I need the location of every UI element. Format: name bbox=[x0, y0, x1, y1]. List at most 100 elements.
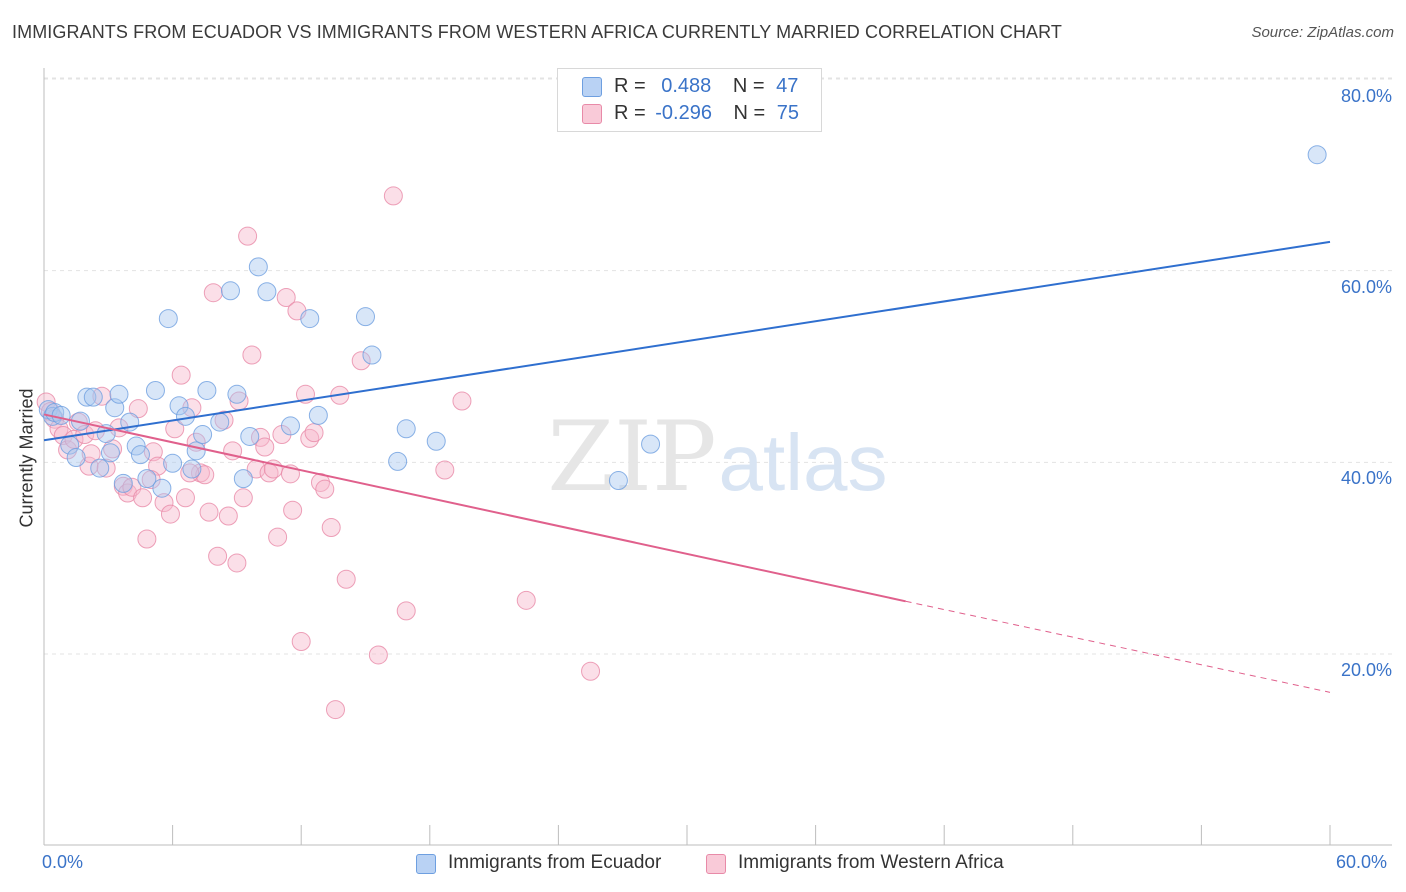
western-africa-point bbox=[250, 427, 270, 447]
ecuador-point bbox=[90, 458, 110, 478]
western-africa-trend-line bbox=[43, 413, 906, 603]
legend-r-label: R = bbox=[614, 102, 646, 124]
western-africa-point bbox=[195, 465, 215, 485]
ecuador-point bbox=[113, 473, 133, 493]
western-africa-point bbox=[276, 288, 296, 307]
ecuador-point bbox=[248, 257, 268, 277]
western-africa-point bbox=[452, 391, 472, 411]
grid-lines bbox=[44, 77, 1392, 655]
y-tick-label: 40.0% bbox=[1340, 468, 1392, 488]
ecuador-point bbox=[300, 309, 320, 329]
trend-lines bbox=[43, 240, 1331, 693]
ecuador-point bbox=[396, 419, 416, 439]
ecuador-point bbox=[233, 469, 253, 489]
ecuador-point bbox=[77, 387, 97, 407]
watermark-zip: ZIP bbox=[547, 401, 716, 513]
ecuador-point bbox=[130, 445, 150, 465]
ecuador-point bbox=[83, 387, 103, 407]
western-africa-point bbox=[203, 283, 223, 303]
western-africa-point bbox=[218, 506, 238, 526]
ecuador-point bbox=[280, 416, 300, 436]
western-africa-point bbox=[128, 399, 148, 419]
x-tick-label: 0.0% bbox=[42, 852, 84, 872]
y-axis-label: Currently Married bbox=[16, 388, 37, 528]
ecuador-point bbox=[220, 281, 240, 301]
ecuador-point bbox=[308, 405, 328, 425]
western-africa-point bbox=[325, 700, 345, 720]
axes bbox=[43, 68, 1392, 846]
ecuador-point bbox=[100, 443, 120, 463]
ecuador-point bbox=[641, 434, 661, 454]
western-africa-points bbox=[36, 186, 601, 720]
western-africa-point bbox=[238, 226, 258, 246]
ecuador-trend-line bbox=[43, 240, 1331, 442]
ecuador-point bbox=[152, 478, 172, 498]
western-africa-point bbox=[581, 661, 601, 681]
series-name-western-africa: Immigrants from Western Africa bbox=[738, 852, 1004, 873]
ecuador-point bbox=[356, 307, 375, 327]
series-name-ecuador: Immigrants from Ecuador bbox=[448, 852, 662, 873]
ecuador-point bbox=[240, 426, 260, 446]
western-africa-point bbox=[160, 504, 180, 524]
western-africa-point bbox=[336, 569, 356, 589]
legend-r-value-ecuador: 0.488 bbox=[661, 75, 712, 97]
western-africa-point bbox=[304, 423, 324, 443]
western-africa-point bbox=[435, 460, 455, 480]
western-africa-point bbox=[255, 437, 275, 457]
y-tick-label: 80.0% bbox=[1340, 86, 1392, 106]
western-africa-point bbox=[154, 493, 174, 513]
legend-n-label: N = bbox=[733, 102, 766, 124]
ecuador-point bbox=[169, 396, 189, 416]
ecuador-point bbox=[126, 436, 146, 456]
western-africa-point bbox=[291, 632, 311, 652]
ecuador-point bbox=[608, 471, 628, 491]
western-africa-point bbox=[242, 345, 262, 365]
correlation-legend: R = 0.488 N = 47 R = -0.296 N = 75 bbox=[557, 68, 822, 132]
ecuador-point bbox=[163, 453, 183, 473]
ecuador-point bbox=[182, 459, 202, 479]
ecuador-point bbox=[186, 441, 206, 461]
western-africa-point bbox=[227, 553, 247, 573]
chart-title: IMMIGRANTS FROM ECUADOR VS IMMIGRANTS FR… bbox=[12, 22, 1063, 42]
ecuador-point bbox=[109, 384, 129, 404]
y-tick-label: 20.0% bbox=[1340, 660, 1392, 680]
ecuador-point bbox=[193, 425, 213, 445]
ecuador-point bbox=[426, 431, 446, 451]
western-africa-point bbox=[315, 479, 335, 499]
ecuador-point bbox=[175, 406, 195, 426]
legend-r-label: R = bbox=[614, 75, 646, 97]
western-africa-point bbox=[81, 444, 101, 464]
western-africa-point bbox=[396, 601, 416, 621]
western-africa-point bbox=[516, 590, 536, 610]
legend-swatch-ecuador bbox=[582, 77, 602, 97]
legend-n-value-western-africa: 75 bbox=[776, 102, 800, 124]
western-africa-point bbox=[321, 518, 341, 537]
legend-r-value-western-africa: -0.296 bbox=[655, 102, 712, 124]
series-swatch-ecuador bbox=[416, 854, 436, 874]
legend-n-label: N = bbox=[732, 75, 765, 97]
western-africa-point bbox=[199, 502, 219, 522]
ecuador-points bbox=[38, 145, 1327, 498]
western-africa-trend-extension bbox=[905, 600, 1331, 693]
ecuador-point bbox=[1307, 145, 1327, 165]
ecuador-point bbox=[227, 384, 247, 404]
western-africa-point bbox=[171, 365, 191, 385]
western-africa-point bbox=[368, 645, 388, 665]
ecuador-point bbox=[66, 448, 86, 468]
western-africa-point bbox=[283, 500, 303, 520]
western-africa-point bbox=[96, 458, 116, 478]
y-tick-label: 60.0% bbox=[1340, 277, 1392, 297]
ecuador-point bbox=[145, 380, 165, 400]
western-africa-point bbox=[233, 488, 253, 508]
ecuador-point bbox=[257, 282, 277, 302]
legend-swatch-western-africa bbox=[582, 104, 602, 124]
watermark-atlas: atlas bbox=[719, 418, 888, 507]
ecuador-point bbox=[137, 469, 157, 489]
ecuador-point bbox=[210, 412, 230, 432]
source-label: Source: ZipAtlas.com bbox=[1251, 24, 1394, 41]
ecuador-point bbox=[362, 345, 382, 365]
western-africa-point bbox=[137, 529, 157, 549]
western-africa-point bbox=[268, 527, 288, 547]
legend-n-value-ecuador: 47 bbox=[776, 75, 799, 97]
